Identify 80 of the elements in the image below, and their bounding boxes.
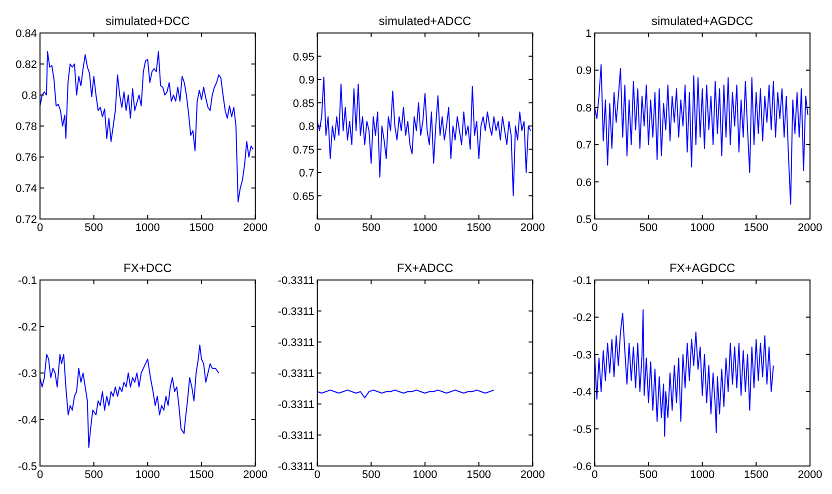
x-tick-label: 2000 bbox=[520, 469, 545, 481]
y-tick-label: 0.8 bbox=[299, 121, 314, 133]
y-tick-label: 0.9 bbox=[299, 74, 314, 86]
y-tick-label: 0.65 bbox=[292, 190, 314, 203]
x-tick-label: 500 bbox=[362, 222, 380, 234]
chart-title: simulated+DCC bbox=[105, 14, 190, 28]
x-tick-label: 500 bbox=[362, 469, 380, 481]
y-tick-label: -0.3 bbox=[18, 368, 37, 380]
x-tick-label: 2000 bbox=[798, 469, 822, 481]
line-series bbox=[594, 309, 774, 437]
x-tick-label: 1000 bbox=[412, 469, 438, 481]
y-tick-label: 0.82 bbox=[16, 59, 37, 71]
y-tick-label: -0.3311 bbox=[278, 275, 314, 287]
chart-title: FX+AGDCC bbox=[669, 261, 736, 275]
chart-title: FX+ADCC bbox=[396, 261, 454, 275]
y-tick-label: -0.3311 bbox=[278, 368, 314, 380]
x-tick-label: 2000 bbox=[520, 222, 545, 234]
x-tick-label: 1500 bbox=[189, 222, 214, 234]
y-tick-label: 0.84 bbox=[16, 28, 37, 40]
x-tick-label: 0 bbox=[36, 222, 44, 234]
x-tick-label: 500 bbox=[84, 469, 104, 481]
x-tick-label: 1000 bbox=[135, 222, 160, 234]
x-tick-label: 1000 bbox=[135, 469, 160, 481]
y-tick-label: -0.3311 bbox=[278, 399, 314, 411]
x-tick-label: 1000 bbox=[690, 469, 715, 481]
x-tick-label: 0 bbox=[314, 222, 320, 234]
y-tick-label: -0.2 bbox=[572, 312, 592, 324]
x-tick-label: 2000 bbox=[243, 469, 268, 481]
y-tick-label: 0.6 bbox=[576, 176, 592, 189]
y-tick-label: -0.4 bbox=[18, 414, 37, 426]
y-tick-label: 0.95 bbox=[292, 51, 314, 64]
x-tick-label: 0 bbox=[592, 222, 598, 234]
x-tick-label: 500 bbox=[84, 222, 104, 234]
y-tick-label: 0.75 bbox=[292, 144, 314, 156]
chart-title: simulated+ADCC bbox=[378, 14, 472, 28]
chart-title: simulated+AGDCC bbox=[651, 14, 754, 28]
x-tick-label: 1500 bbox=[466, 469, 492, 481]
line-series bbox=[594, 64, 808, 205]
x-tick-label: 500 bbox=[639, 469, 658, 481]
x-tick-label: 2000 bbox=[798, 222, 822, 234]
line-series bbox=[316, 390, 494, 398]
y-tick-label: 0.85 bbox=[292, 98, 314, 110]
x-tick-label: 1500 bbox=[189, 469, 214, 481]
y-tick-label: 0.5 bbox=[576, 214, 592, 226]
y-tick-label: -0.1 bbox=[572, 275, 592, 287]
x-tick-label: 0 bbox=[592, 469, 598, 481]
x-tick-label: 0 bbox=[36, 469, 44, 481]
y-tick-label: 1 bbox=[586, 28, 592, 40]
y-tick-label: -0.3311 bbox=[278, 461, 314, 473]
y-tick-label: 0.7 bbox=[576, 140, 592, 152]
y-tick-label: -0.1 bbox=[18, 275, 37, 287]
line-series bbox=[316, 76, 532, 196]
line-series bbox=[40, 51, 254, 202]
y-tick-label: 0.9 bbox=[576, 65, 592, 78]
y-tick-label: 0.74 bbox=[16, 183, 37, 195]
x-tick-label: 1500 bbox=[744, 222, 768, 234]
y-tick-label: -0.4 bbox=[572, 386, 592, 399]
y-tick-label: -0.3311 bbox=[278, 430, 314, 442]
y-tick-label: -0.2 bbox=[18, 322, 37, 334]
y-tick-label: 0.7 bbox=[299, 168, 314, 180]
y-tick-label: 0.72 bbox=[16, 214, 37, 226]
y-tick-label: -0.3 bbox=[572, 349, 592, 362]
x-tick-label: 1000 bbox=[690, 222, 715, 234]
y-tick-label: -0.5 bbox=[18, 461, 37, 473]
line-series bbox=[40, 344, 220, 448]
x-tick-label: 1000 bbox=[412, 222, 438, 234]
y-tick-label: 0.8 bbox=[576, 102, 592, 114]
y-tick-label: -0.5 bbox=[572, 424, 592, 436]
y-tick-label: -0.3311 bbox=[278, 337, 314, 349]
x-tick-label: 0 bbox=[314, 469, 320, 481]
y-tick-label: -0.3311 bbox=[278, 306, 314, 318]
x-tick-label: 1500 bbox=[466, 222, 492, 234]
chart-title: FX+DCC bbox=[123, 261, 172, 275]
x-tick-label: 2000 bbox=[243, 222, 268, 234]
y-tick-label: -0.6 bbox=[572, 461, 592, 473]
y-tick-label: 0.78 bbox=[16, 121, 37, 133]
y-tick-label: 0.8 bbox=[22, 90, 37, 102]
y-tick-label: 0.76 bbox=[16, 152, 37, 164]
x-tick-label: 1500 bbox=[744, 469, 768, 481]
x-tick-label: 500 bbox=[639, 222, 658, 234]
